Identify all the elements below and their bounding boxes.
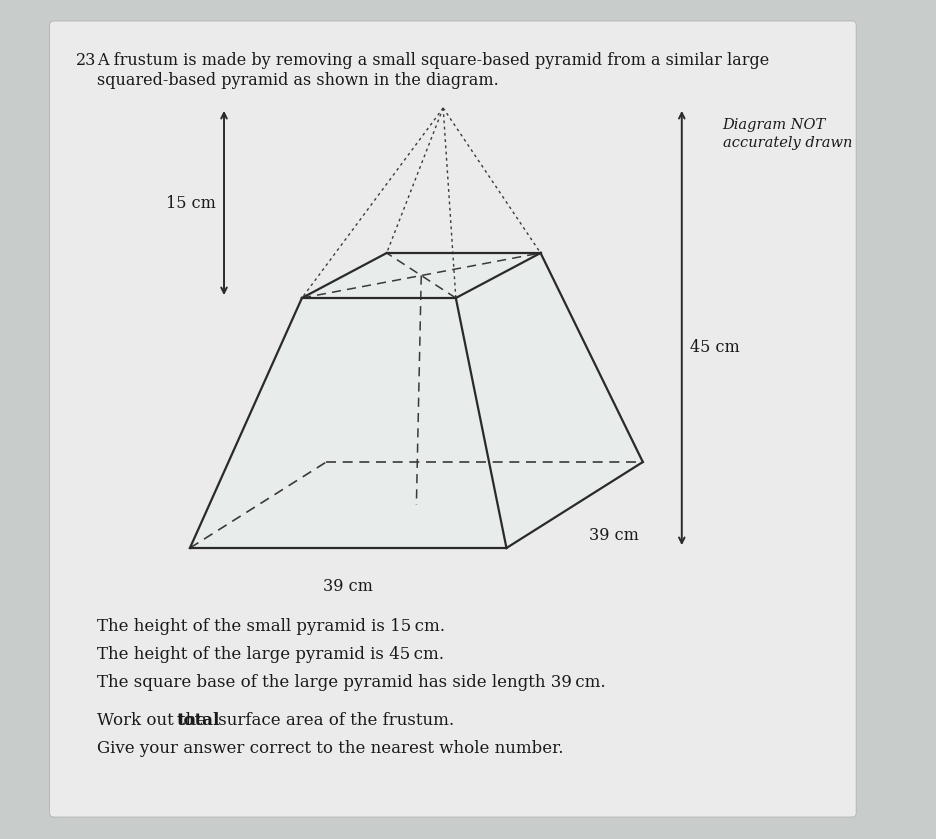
Text: 45 cm: 45 cm bbox=[690, 340, 739, 357]
Text: Work out the: Work out the bbox=[97, 712, 212, 729]
Text: 39 cm: 39 cm bbox=[590, 527, 639, 544]
Text: Give your answer correct to the nearest whole number.: Give your answer correct to the nearest … bbox=[97, 740, 563, 757]
Polygon shape bbox=[302, 253, 541, 298]
Text: The height of the small pyramid is 15 cm.: The height of the small pyramid is 15 cm… bbox=[97, 618, 446, 635]
Text: Diagram NOT: Diagram NOT bbox=[723, 118, 826, 132]
Text: total: total bbox=[176, 712, 220, 729]
Text: The square base of the large pyramid has side length 39 cm.: The square base of the large pyramid has… bbox=[97, 674, 606, 691]
FancyBboxPatch shape bbox=[50, 21, 856, 817]
Text: 15 cm: 15 cm bbox=[167, 195, 216, 211]
Polygon shape bbox=[456, 253, 643, 548]
Text: The height of the large pyramid is 45 cm.: The height of the large pyramid is 45 cm… bbox=[97, 646, 445, 663]
Text: A frustum is made by removing a small square-based pyramid from a similar large
: A frustum is made by removing a small sq… bbox=[97, 52, 769, 89]
Polygon shape bbox=[190, 253, 387, 548]
Text: 39 cm: 39 cm bbox=[323, 578, 373, 595]
Text: surface area of the frustum.: surface area of the frustum. bbox=[212, 712, 454, 729]
Text: accurately drawn: accurately drawn bbox=[723, 136, 852, 150]
Text: 23: 23 bbox=[76, 52, 96, 69]
Polygon shape bbox=[190, 298, 506, 548]
